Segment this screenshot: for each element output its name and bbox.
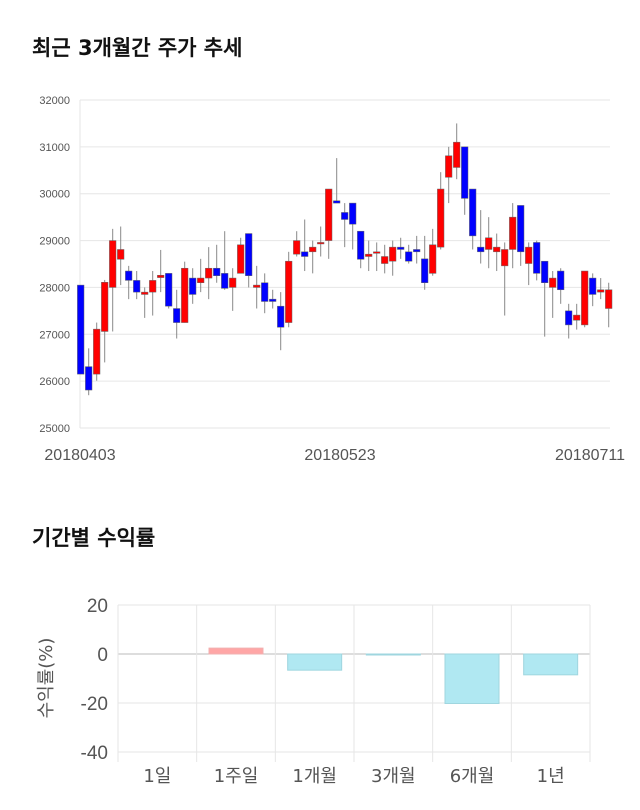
x-tick-label: 3개월	[371, 766, 416, 787]
return-bar	[208, 647, 264, 655]
candle-body	[373, 251, 381, 254]
price-chart-title: 최근 3개월간 주가 추세	[32, 36, 243, 60]
candle-body	[485, 237, 493, 250]
y-tick-label: 31000	[39, 142, 70, 154]
candle-body	[437, 188, 445, 248]
candle-body	[221, 273, 229, 289]
candle-body	[301, 251, 309, 257]
y-tick-label: 26000	[39, 376, 70, 388]
candle-body	[109, 240, 117, 288]
candle-body	[517, 205, 525, 253]
y-tick-label: 29000	[39, 236, 70, 248]
candle-body	[173, 308, 181, 323]
candle-body	[181, 267, 189, 323]
candle-body	[349, 202, 357, 225]
candle-body	[589, 277, 597, 295]
x-tick-label: 1년	[537, 766, 565, 787]
candle-body	[85, 366, 93, 391]
candle-body	[149, 280, 157, 293]
candle-body	[189, 277, 197, 295]
candle-body	[125, 270, 133, 281]
candle-body	[381, 256, 389, 264]
candle-body	[93, 328, 101, 375]
candle-body	[461, 146, 469, 199]
y-tick-label: 20	[87, 596, 108, 617]
candle-body	[573, 314, 581, 321]
candle-body	[397, 246, 405, 250]
candle-body	[341, 212, 349, 220]
candle-body	[413, 249, 421, 253]
candle-body	[533, 242, 541, 274]
x-tick-label: 1개월	[292, 766, 337, 787]
candle-body	[157, 274, 165, 278]
candle-body	[453, 141, 461, 168]
price-candlestick-chart: 25000 26000 27000 28000 29000 30000 31000 32000…	[39, 95, 625, 464]
y-tick-label: 28000	[39, 282, 70, 294]
candle-body	[477, 246, 485, 253]
candle-body	[541, 260, 549, 283]
candle-body	[285, 260, 293, 323]
x-tick-label: 6개월	[450, 766, 495, 787]
candle-body	[229, 277, 237, 288]
y-tick-label: -40	[81, 743, 108, 764]
y-tick-label: 30000	[39, 189, 70, 201]
x-tick-label: 1일	[143, 766, 171, 787]
candle-body	[261, 282, 269, 302]
x-tick-label: 20180403	[44, 447, 115, 464]
candle-body	[325, 188, 333, 241]
candle-body	[205, 267, 213, 279]
candle-body	[141, 291, 149, 295]
y-tick-label: 0	[97, 645, 108, 666]
returns-chart-title: 기간별 수익률	[32, 526, 156, 550]
candle-body	[525, 246, 533, 264]
candle-body	[253, 284, 261, 288]
y-tick-label: -20	[81, 694, 108, 715]
candle-body	[469, 188, 477, 237]
y-tick-label: 27000	[39, 329, 70, 341]
candle-body	[133, 280, 141, 293]
candle-body	[77, 284, 85, 375]
candle-body	[565, 310, 573, 326]
x-tick-label: 20180711	[555, 447, 625, 464]
candle-body	[445, 155, 453, 178]
candle-body	[101, 282, 109, 332]
candle-body	[317, 242, 325, 245]
candle-body	[549, 277, 557, 288]
candle-body	[405, 251, 413, 262]
candle-body	[501, 249, 509, 267]
return-bar	[523, 653, 579, 676]
x-tick-label: 20180523	[304, 447, 375, 464]
candle-body	[269, 298, 277, 302]
candle-body	[245, 233, 253, 276]
y-tick-label: 32000	[39, 95, 70, 107]
y-tick-label: 25000	[39, 423, 70, 435]
candle-body	[389, 246, 397, 262]
candle-body	[429, 244, 437, 274]
candle-body	[213, 267, 221, 276]
candle-body	[493, 246, 501, 253]
candle-body	[165, 273, 173, 307]
return-bar	[444, 653, 500, 704]
candle-body	[197, 277, 205, 283]
candle-body	[557, 270, 565, 291]
candle-body	[597, 289, 605, 293]
y-axis-label: 수익률(%)	[36, 638, 57, 719]
candle-body	[605, 289, 613, 309]
candle-body	[309, 246, 317, 253]
candle-body	[509, 216, 517, 250]
candle-body	[333, 200, 341, 204]
candle-body	[237, 244, 245, 274]
candle-body	[117, 249, 125, 260]
return-bar	[287, 653, 343, 671]
candle-body	[581, 270, 589, 326]
candle-body	[277, 305, 285, 328]
candle-body	[365, 253, 373, 257]
candle-body	[293, 240, 301, 255]
x-tick-label: 1주일	[214, 766, 259, 787]
return-bar	[365, 653, 421, 656]
candle-body	[421, 258, 429, 283]
candle-body	[357, 230, 365, 260]
